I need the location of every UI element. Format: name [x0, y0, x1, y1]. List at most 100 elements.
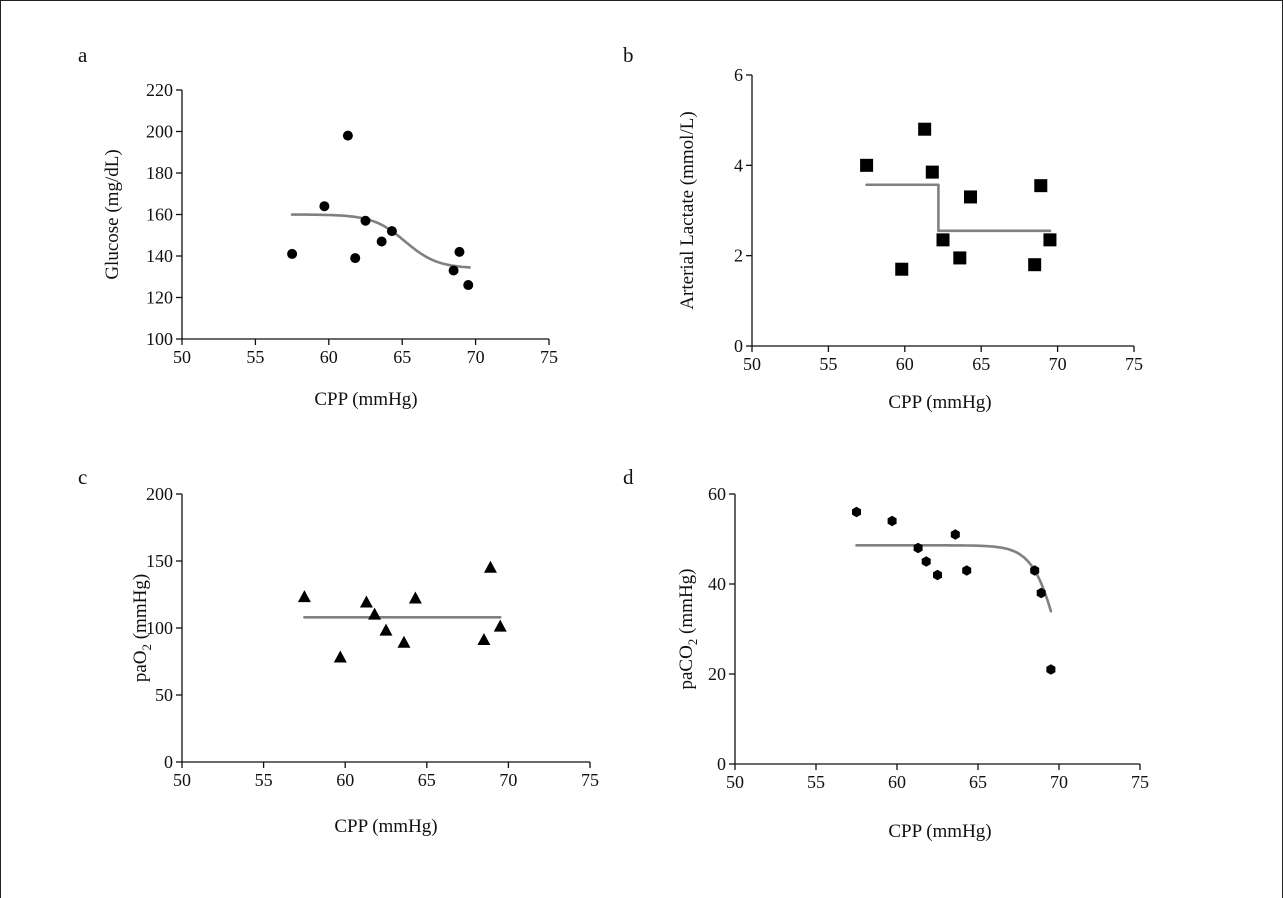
data-point-2 — [913, 542, 923, 554]
x-tick-label: 70 — [1049, 354, 1067, 374]
y-tick-label: 50 — [155, 685, 173, 705]
x-tick-label: 70 — [1050, 772, 1068, 792]
data-point-8 — [1034, 179, 1048, 193]
y-axis-title: paCO2 (mmHg) — [676, 568, 700, 689]
chart-panel-a: a 100 120 140 160 180 200 220 50 55 60 65 70 75 CPP (m… — [78, 43, 558, 410]
x-axis-title: CPP (mmHg) — [888, 821, 991, 842]
x-axis-title: CPP (mmHg) — [314, 389, 417, 410]
x-tick-label: 60 — [336, 770, 354, 790]
x-tick-label: 55 — [255, 770, 273, 790]
x-axis-title: CPP (mmHg) — [888, 392, 991, 413]
y-tick-label: 4 — [734, 155, 743, 175]
y-tick-label: 2 — [734, 246, 743, 266]
data-point-5 — [376, 236, 387, 247]
data-point-5 — [397, 635, 411, 648]
panel-label: d — [623, 465, 634, 489]
x-tick-label: 70 — [499, 770, 517, 790]
fit-line — [865, 183, 1052, 233]
data-point-9 — [493, 619, 507, 632]
fit-line — [855, 544, 1053, 613]
y-axis-title: paO2 (mmHg) — [130, 574, 154, 682]
y-tick-label: 180 — [146, 163, 173, 183]
data-point-0 — [852, 506, 861, 518]
data-point-7 — [1030, 565, 1040, 576]
data-point-2 — [359, 595, 373, 608]
data-point-7 — [477, 633, 491, 646]
y-tick-label: 160 — [146, 205, 173, 225]
data-point-9 — [1046, 664, 1056, 675]
y-tick-label: 6 — [734, 65, 743, 85]
data-point-9 — [1043, 233, 1057, 247]
data-point-3 — [368, 607, 382, 620]
y-tick-label: 220 — [146, 80, 173, 100]
data-point-7 — [448, 265, 459, 276]
chart-panel-d: d 0 20 40 60 50 55 60 65 70 75 CPP (mmHg) paCO2 (mmH… — [623, 465, 1149, 842]
data-point-6 — [386, 226, 397, 237]
x-tick-label: 65 — [969, 772, 987, 792]
data-point-8 — [454, 246, 465, 257]
y-tick-label: 120 — [146, 288, 173, 308]
data-point-0 — [287, 248, 298, 259]
data-point-7 — [1028, 258, 1042, 272]
x-tick-label: 55 — [246, 347, 264, 367]
y-tick-label: 150 — [146, 551, 173, 571]
data-point-3 — [350, 253, 361, 264]
panel-label: a — [78, 43, 88, 67]
data-point-8 — [1036, 587, 1046, 599]
x-tick-label: 50 — [726, 772, 744, 792]
y-tick-label: 20 — [708, 664, 726, 684]
y-tick-label: 200 — [146, 484, 173, 504]
y-tick-label: 0 — [717, 754, 726, 774]
y-axis-title: Glucose (mg/dL) — [102, 149, 123, 279]
y-tick-label: 0 — [164, 752, 173, 772]
data-point-3 — [925, 165, 939, 179]
x-tick-label: 50 — [743, 354, 761, 374]
y-tick-label: 140 — [146, 246, 173, 266]
data-point-4 — [936, 233, 950, 247]
data-point-1 — [319, 201, 330, 212]
x-tick-label: 75 — [581, 770, 599, 790]
data-point-2 — [342, 130, 353, 141]
data-point-8 — [483, 560, 497, 573]
y-tick-label: 60 — [708, 484, 726, 504]
x-tick-label: 60 — [896, 354, 914, 374]
x-tick-label: 65 — [418, 770, 436, 790]
data-point-0 — [860, 158, 874, 172]
y-tick-label: 100 — [146, 329, 173, 349]
data-point-3 — [921, 556, 931, 567]
data-point-6 — [408, 591, 422, 604]
y-tick-label: 100 — [146, 618, 173, 638]
data-point-2 — [918, 122, 932, 136]
x-axis-title: CPP (mmHg) — [334, 816, 437, 837]
x-tick-label: 50 — [173, 347, 191, 367]
panel-label: c — [78, 465, 87, 489]
data-point-5 — [953, 251, 967, 265]
data-point-9 — [463, 280, 474, 291]
x-tick-label: 60 — [888, 772, 906, 792]
x-tick-label: 75 — [1125, 354, 1143, 374]
y-axis-title: Arterial Lactate (mmol/L) — [677, 111, 698, 309]
y-tick-label: 200 — [146, 122, 173, 142]
data-point-4 — [933, 569, 942, 581]
x-tick-label: 70 — [467, 347, 485, 367]
data-point-6 — [962, 565, 972, 576]
x-tick-label: 55 — [819, 354, 837, 374]
data-point-1 — [333, 650, 347, 663]
y-tick-label: 40 — [708, 574, 726, 594]
data-point-6 — [964, 190, 978, 204]
data-point-1 — [887, 515, 897, 527]
data-point-4 — [360, 215, 371, 226]
data-point-0 — [297, 590, 311, 603]
x-tick-label: 65 — [972, 354, 990, 374]
data-point-1 — [895, 262, 909, 276]
x-tick-label: 50 — [173, 770, 191, 790]
data-point-5 — [950, 529, 960, 540]
x-tick-label: 55 — [807, 772, 825, 792]
x-tick-label: 75 — [540, 347, 558, 367]
x-tick-label: 65 — [393, 347, 411, 367]
data-point-4 — [379, 623, 393, 636]
x-tick-label: 60 — [320, 347, 338, 367]
panel-label: b — [623, 43, 634, 67]
